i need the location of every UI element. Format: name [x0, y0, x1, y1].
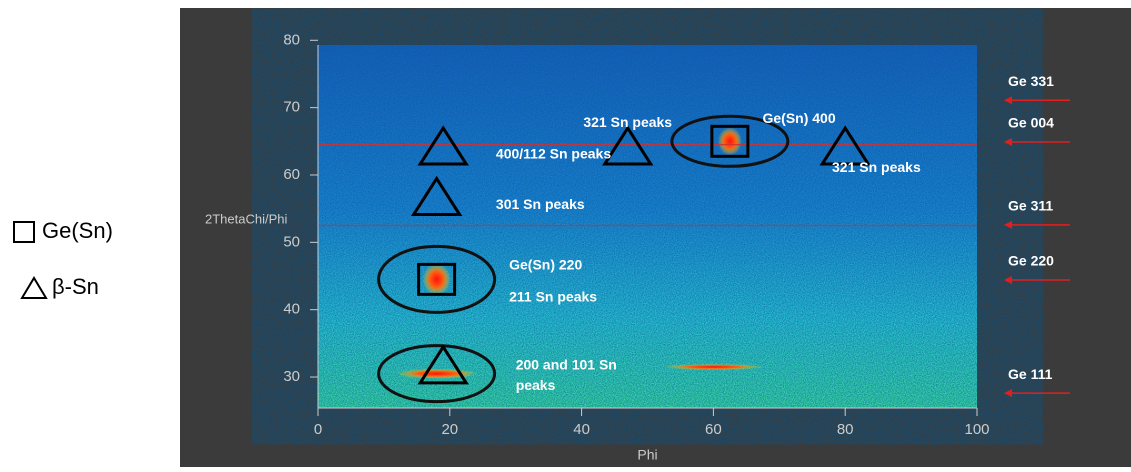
- marker-triangle: [417, 344, 469, 385]
- hot-spot: [396, 368, 477, 379]
- x-tick-label: 100: [964, 421, 989, 438]
- marker-triangle: [410, 175, 463, 217]
- annotation: Ge(Sn) 400: [762, 110, 835, 126]
- marker-triangle: [417, 125, 469, 166]
- annotation-ellipse: [377, 244, 497, 314]
- legend-label: β-Sn: [52, 274, 99, 299]
- reflection-label: Ge 311: [1008, 198, 1053, 214]
- x-tick-label: 20: [441, 421, 458, 438]
- annotation: 321 Sn peaks: [583, 114, 672, 130]
- arrow-head: [1004, 137, 1012, 146]
- heatmap-noise: [318, 45, 977, 408]
- legend-triangle: [20, 276, 48, 299]
- arrow-head: [1004, 220, 1012, 229]
- x-tick-label: 80: [837, 421, 854, 438]
- y-tick-label: 50: [283, 233, 300, 250]
- marker-triangle: [819, 125, 871, 166]
- arrow-head: [1004, 276, 1012, 285]
- x-tick-label: 60: [705, 421, 722, 438]
- y-tick-label: 70: [283, 99, 300, 116]
- hot-spot: [663, 363, 764, 370]
- annotation-ellipse: [670, 114, 790, 168]
- annotation: 400/112 Sn peaks: [496, 145, 611, 161]
- reflection-label: Ge 220: [1008, 253, 1054, 269]
- annotation: 301 Sn peaks: [496, 196, 585, 212]
- arrow-head: [1004, 96, 1012, 105]
- legend-label: Ge(Sn): [42, 218, 113, 243]
- annotation-ellipse: [377, 344, 497, 404]
- hot-spot: [717, 127, 742, 156]
- reflection-label: Ge 004: [1008, 115, 1054, 131]
- y-tick-label: 60: [283, 166, 300, 183]
- y-axis-label: 2ThetaChi/Phi: [205, 211, 287, 226]
- legend-square: [13, 221, 35, 243]
- annotation: peaks: [516, 377, 556, 393]
- marker-square: [710, 124, 750, 158]
- annotation: 200 and 101 Sn: [516, 356, 617, 372]
- arrow-head: [1004, 389, 1012, 398]
- annotation: 211 Sn peaks: [509, 288, 597, 304]
- marker-triangle: [601, 125, 654, 166]
- reflection-label: Ge 111: [1008, 366, 1053, 382]
- y-tick-label: 30: [283, 368, 300, 385]
- marker-square: [417, 262, 457, 296]
- y-tick-label: 80: [283, 31, 300, 48]
- hot-spot: [422, 263, 451, 296]
- x-tick-label: 40: [573, 421, 590, 438]
- reflection-label: Ge 331: [1008, 73, 1054, 89]
- x-tick-label: 0: [314, 421, 322, 438]
- annotation: Ge(Sn) 220: [509, 257, 582, 273]
- x-axis-label: Phi: [637, 447, 657, 463]
- annotation: 321 Sn peaks: [832, 159, 921, 175]
- y-tick-label: 40: [283, 301, 300, 318]
